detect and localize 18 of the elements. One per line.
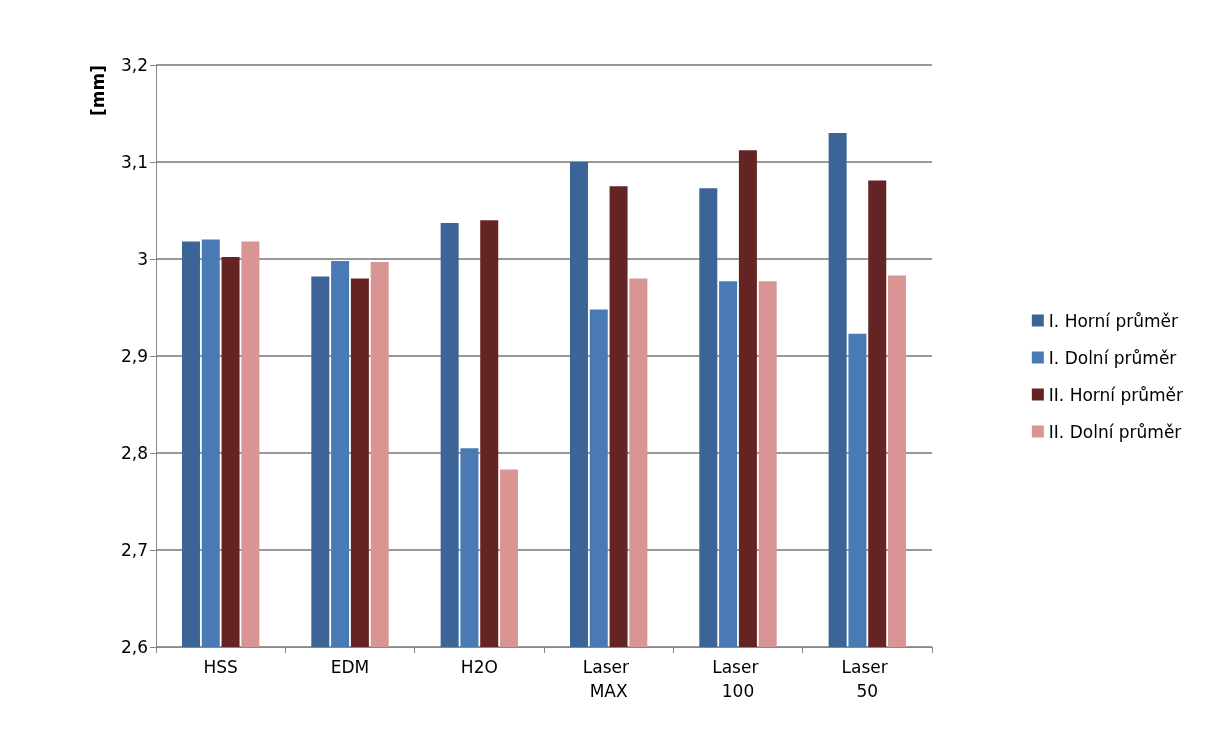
- legend-label: II. Horní průměr: [1048, 384, 1184, 405]
- x-tick-label: Laser MAX: [582, 657, 635, 701]
- y-tick-label: 3: [137, 249, 148, 269]
- y-tick-label: 3,1: [120, 152, 148, 172]
- legend-label: I. Dolní průměr: [1048, 347, 1177, 368]
- legend-label: II. Dolní průměr: [1048, 421, 1182, 442]
- y-tick-label: 2,8: [120, 443, 148, 463]
- y-tick-label: 2,9: [120, 346, 148, 366]
- y-tick-label: 2,7: [120, 540, 148, 560]
- y-tick-label: 3,2: [120, 55, 148, 75]
- y-tick-label: 2,6: [120, 637, 148, 657]
- x-tick-label: EDM: [330, 657, 370, 677]
- y-axis-title: [mm]: [87, 65, 108, 116]
- x-tick-label: HSS: [203, 657, 238, 677]
- legend-label: I. Horní průměr: [1048, 310, 1178, 331]
- x-tick-label: Laser 50: [841, 657, 894, 701]
- x-tick-label: H2O: [460, 657, 498, 677]
- x-tick-label: Laser 100: [712, 657, 764, 701]
